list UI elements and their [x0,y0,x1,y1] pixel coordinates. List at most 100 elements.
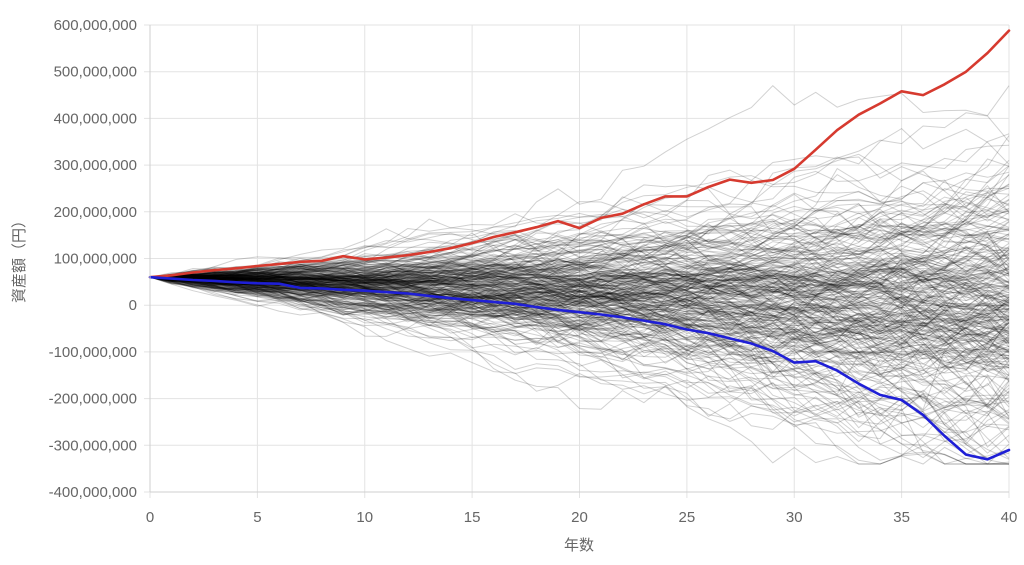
y-tick-label: -100,000,000 [49,344,137,361]
simulation-path [149,276,1010,459]
simulation-path [149,255,1010,293]
x-tick-label: 10 [356,509,373,526]
simulation-path [149,275,1010,383]
simulation-path [149,276,1009,465]
simulation-path [149,226,1010,278]
simulation-path [149,231,1010,307]
simulation-path [149,276,1010,361]
simulation-path [149,199,1010,330]
simulation-path [149,276,1010,327]
simulation-path [149,272,1010,358]
simulation-path [149,85,1010,280]
y-tick-label: 300,000,000 [54,157,137,174]
simulation-path [149,240,1010,309]
simulation-path [149,264,1010,300]
y-tick-label: 500,000,000 [54,64,137,81]
simulation-path [149,276,1009,465]
simulation-path [149,222,1010,279]
simulation-path [149,268,1010,366]
simulation-path [149,262,1010,367]
simulation-path [149,271,1010,366]
simulation-path [149,171,1010,285]
simulation-path [149,249,1010,311]
y-tick-label: 0 [129,297,137,314]
simulation-path [149,271,1010,354]
simulation-path [149,219,1010,289]
simulation-path [149,276,1009,465]
simulation-path [149,276,1010,347]
simulation-path [149,272,1010,341]
simulation-path [149,276,1010,416]
simulation-path [149,274,1010,408]
simulation-path [149,220,1010,278]
best-case-line [148,29,1011,279]
simulation-path [149,242,1010,310]
simulation-path [149,274,1010,355]
simulation-path [149,248,1010,288]
simulation-path [149,276,1010,459]
simulation-path [149,253,1010,322]
simulation-path [149,262,1010,359]
simulation-path [149,192,1010,297]
simulation-path [149,267,1010,325]
simulation-path [149,252,1010,319]
simulation-path [149,276,1010,342]
simulation-path [149,267,1010,301]
simulation-path [149,259,1010,318]
simulation-path [149,274,1010,324]
simulation-path [150,275,1010,322]
simulation-path [149,276,1010,331]
y-axis-title: 資産額（円） [11,213,28,303]
simulation-path [149,236,1010,311]
simulation-path [149,265,1010,315]
simulation-path [149,276,1010,424]
simulation-path [149,268,1010,304]
simulation-path [149,194,1010,279]
simulation-path [149,275,1010,377]
simulation-path [149,276,1010,465]
simulation-path [149,276,1010,325]
simulation-path [149,276,1010,459]
simulation-path [149,275,1010,428]
simulation-path [149,262,1010,366]
simulation-path [149,230,1010,288]
x-axis-title: 年数 [564,537,594,554]
simulation-path [149,276,1010,342]
simulation-path [149,270,1010,299]
simulation-path [149,276,1010,368]
axis-layer: 0 5 10 15 20 25 30 35 40 600,000,000 500,000,000 40… [49,17,1018,526]
simulation-path [149,276,1010,429]
simulation-path [149,261,1010,294]
simulation-path [149,276,1010,364]
y-tick-label: 200,000,000 [54,204,137,221]
simulation-path [149,221,1010,313]
simulation-path [149,275,1010,349]
simulation-path [149,211,1010,278]
simulation-path [149,266,1010,324]
simulation-path [149,276,1010,333]
simulation-path [149,276,1010,357]
simulation-path [149,275,1010,335]
simulation-path [149,276,1010,402]
simulation-path [149,276,1010,344]
simulation-path [149,243,1010,296]
simulation-path [149,265,1010,295]
simulation-path [149,264,1010,326]
simulation-path [149,249,1010,300]
simulation-path [149,169,1010,278]
x-tick-label: 0 [146,509,154,526]
simulation-path [149,276,1010,357]
simulation-path [149,127,1010,278]
simulation-path [149,225,1010,285]
simulation-path [149,258,1010,306]
simulation-path [149,255,1010,291]
simulation-path [149,276,1010,465]
simulation-path [149,239,1010,307]
simulation-path [149,249,1010,300]
simulation-path [149,262,1010,304]
simulation-path [149,262,1010,291]
simulation-path [149,276,1010,379]
simulation-path [149,210,1010,280]
simulation-path [149,153,1010,278]
